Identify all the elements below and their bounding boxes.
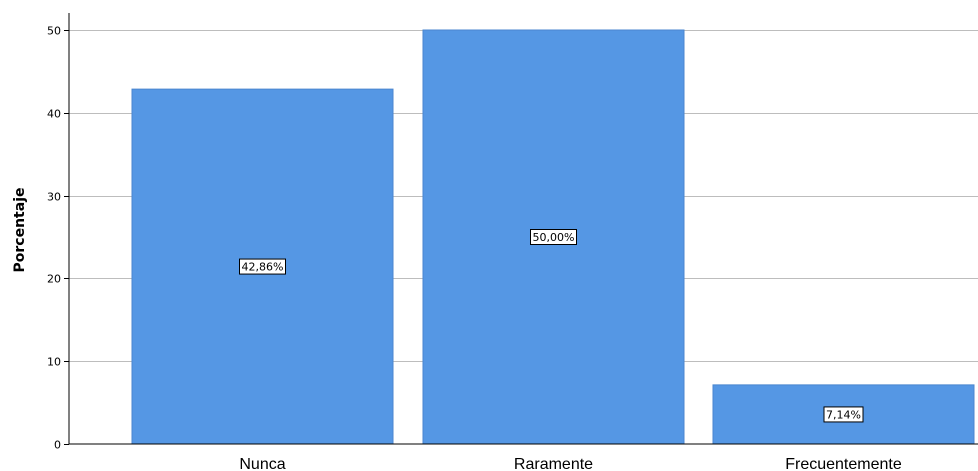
y-tick-label: 50: [47, 25, 61, 38]
bars: [131, 29, 975, 445]
y-tick-label: 0: [54, 439, 61, 452]
y-tick-label: 40: [47, 108, 61, 121]
x-category-labels: Nunca Raramente Frecuentemente: [239, 456, 901, 471]
x-category-label: Frecuentemente: [785, 456, 902, 471]
data-label-box: [823, 406, 864, 423]
y-tick-label: 10: [47, 356, 61, 369]
data-label-box: [239, 258, 286, 275]
data-labels: 42,86% 50,00% 7,14%: [239, 229, 864, 423]
y-axis-title: Porcentaje: [12, 188, 28, 273]
x-category-label: Raramente: [514, 456, 593, 471]
y-ticks: 0 10 20 30 40 50: [47, 25, 69, 452]
y-tick-label: 30: [47, 191, 61, 204]
data-label: 42,86%: [242, 261, 284, 274]
data-label: 7,14%: [826, 408, 861, 421]
x-category-label: Nunca: [239, 456, 285, 471]
axes: [68, 13, 978, 445]
y-tick-label: 20: [47, 273, 61, 286]
data-label-box: [530, 229, 577, 245]
data-label: 50,00%: [533, 231, 575, 244]
